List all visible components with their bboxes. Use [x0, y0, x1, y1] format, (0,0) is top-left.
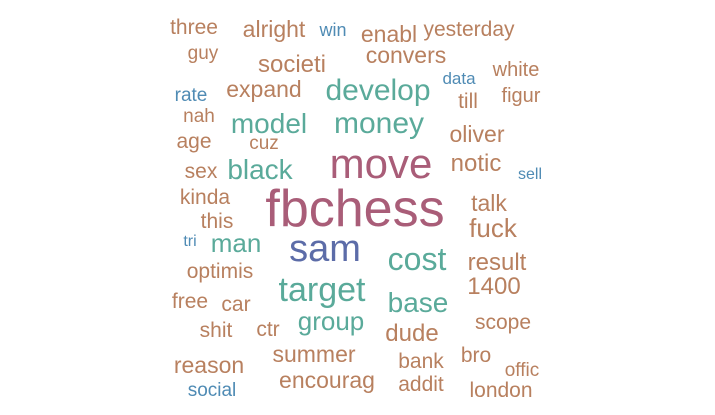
- word-rate: rate: [174, 84, 208, 106]
- word-addit: addit: [398, 372, 444, 396]
- word-scope: scope: [474, 310, 532, 334]
- word-sex: sex: [184, 159, 218, 183]
- word-figur: figur: [501, 85, 541, 107]
- word-london: london: [469, 378, 533, 402]
- word-man: man: [210, 228, 262, 258]
- word-bro: bro: [460, 343, 492, 367]
- word-black: black: [227, 154, 293, 185]
- word-age: age: [176, 129, 212, 153]
- word-base: base: [387, 287, 449, 318]
- word-fbchess: fbchess: [265, 180, 445, 238]
- word-summer: summer: [272, 340, 356, 367]
- word-social: social: [187, 379, 237, 401]
- word-till: till: [458, 89, 478, 113]
- word-car: car: [221, 292, 251, 316]
- word-sell: sell: [517, 166, 542, 183]
- word-guy: guy: [187, 42, 219, 64]
- word-group: group: [297, 306, 365, 336]
- word-tri: tri: [183, 233, 197, 250]
- word-talk: talk: [471, 189, 507, 216]
- word-expand: expand: [226, 75, 302, 102]
- word-offic: offic: [504, 359, 540, 381]
- word-encourag: encourag: [279, 366, 375, 393]
- word-optimis: optimis: [186, 259, 254, 283]
- word-yesterday: yesterday: [423, 17, 515, 41]
- word-convers: convers: [365, 41, 447, 68]
- word-cuz: cuz: [249, 132, 279, 154]
- word-notic: notic: [450, 150, 502, 177]
- word-bank: bank: [398, 349, 444, 373]
- word-model: model: [230, 108, 308, 139]
- word-result: result: [467, 249, 527, 276]
- word-fuck: fuck: [469, 213, 517, 243]
- word-sam: sam: [289, 228, 361, 270]
- word-shit: shit: [199, 318, 233, 342]
- word-societi: societi: [257, 51, 327, 78]
- word-target: target: [278, 271, 366, 309]
- word-win: win: [319, 20, 347, 40]
- word-ctr: ctr: [256, 317, 280, 341]
- word-kinda: kinda: [179, 185, 231, 209]
- word-cost: cost: [387, 241, 447, 277]
- word-money: money: [333, 107, 425, 140]
- word-white: white: [492, 59, 540, 81]
- word-this: this: [200, 209, 234, 233]
- word-enabl: enabl: [360, 20, 418, 47]
- word-move: move: [329, 140, 433, 187]
- word-develop: develop: [325, 74, 431, 107]
- word-three: three: [170, 15, 218, 39]
- word-free: free: [171, 289, 209, 313]
- word-dude: dude: [385, 320, 439, 347]
- word-reason: reason: [173, 351, 245, 378]
- word-data: data: [442, 68, 476, 88]
- word-nah: nah: [183, 105, 215, 127]
- word-1400: 1400: [467, 273, 521, 300]
- word-oliver: oliver: [449, 120, 505, 147]
- word-alright: alright: [242, 15, 306, 42]
